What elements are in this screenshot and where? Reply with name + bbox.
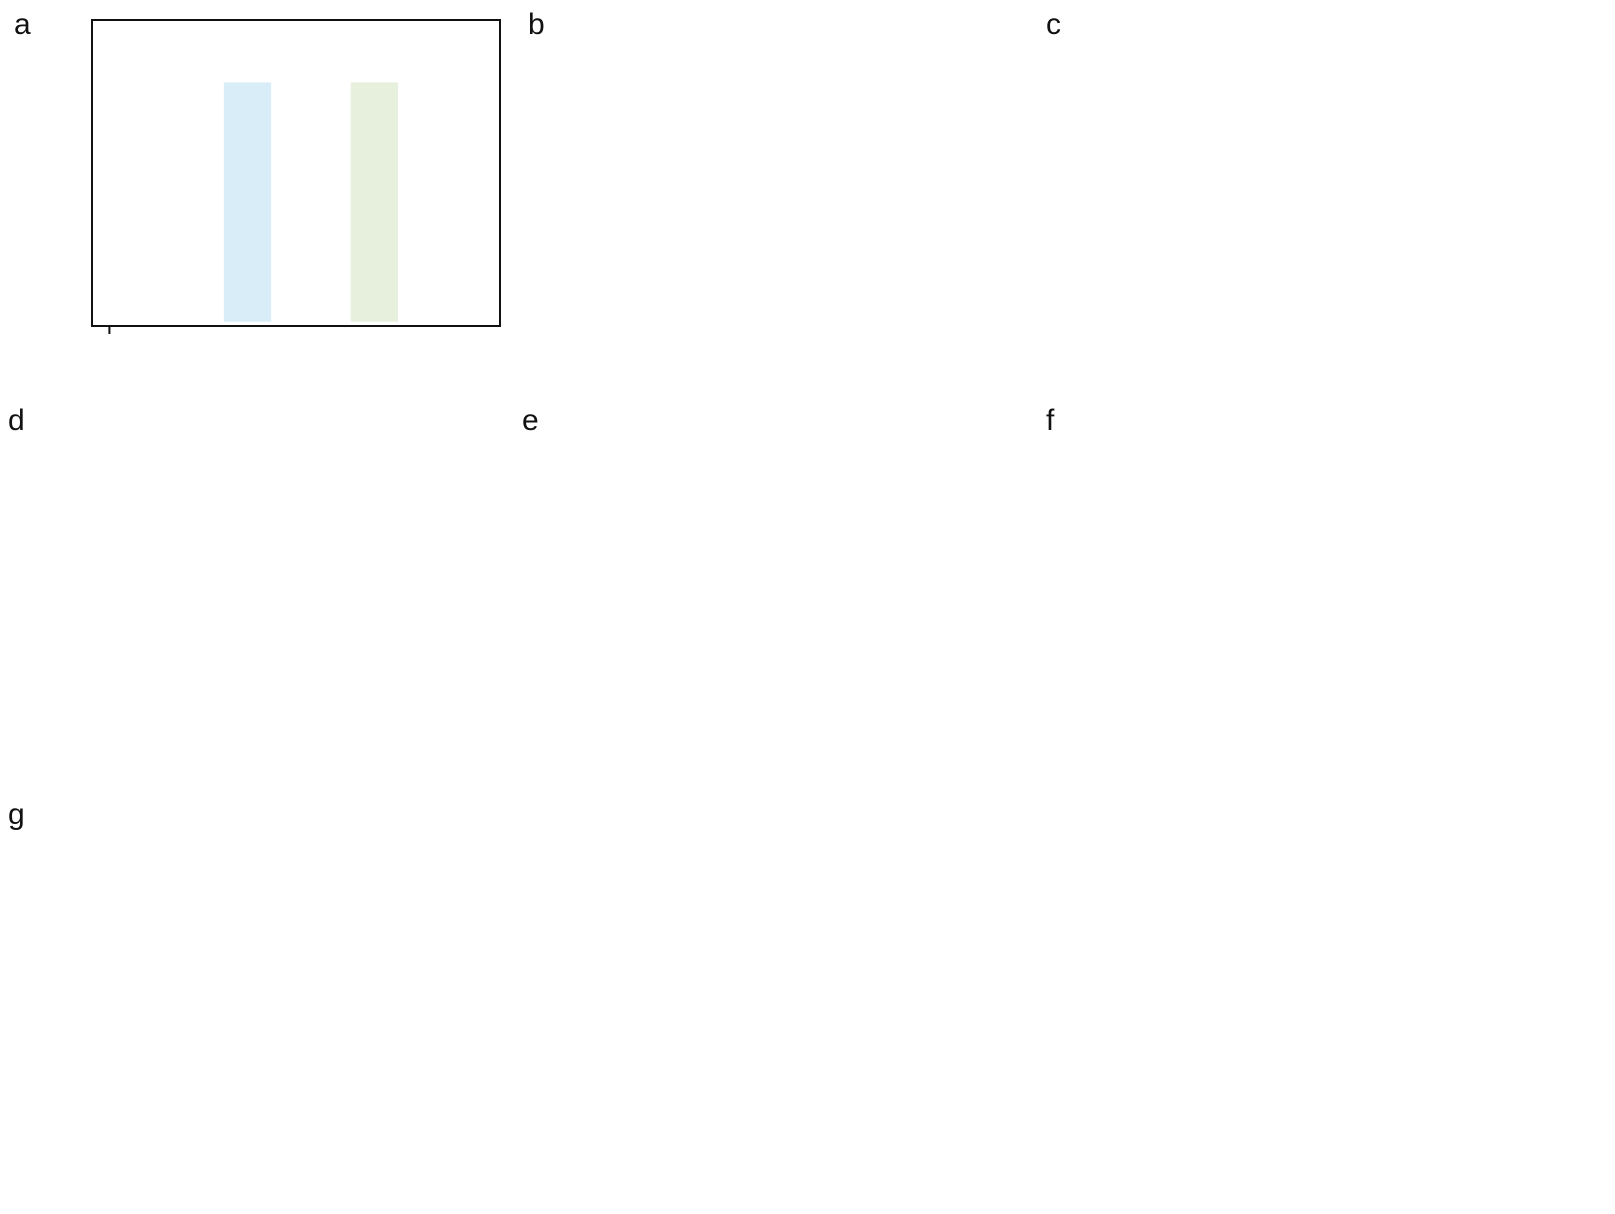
panel-a-cv-chart [91, 19, 501, 334]
panel-letter-f: f [1046, 404, 1055, 437]
highlight-band-1 [350, 82, 398, 322]
plot-frame [91, 19, 501, 327]
panel-letter-g: g [8, 798, 25, 831]
panel-letter-e: e [522, 404, 539, 437]
panel-letter-b: b [528, 8, 545, 41]
panel-letter-c: c [1046, 8, 1061, 41]
panel-letter-d: d [8, 404, 25, 437]
panel-letter-a: a [14, 8, 31, 41]
highlight-band-0 [223, 82, 272, 322]
